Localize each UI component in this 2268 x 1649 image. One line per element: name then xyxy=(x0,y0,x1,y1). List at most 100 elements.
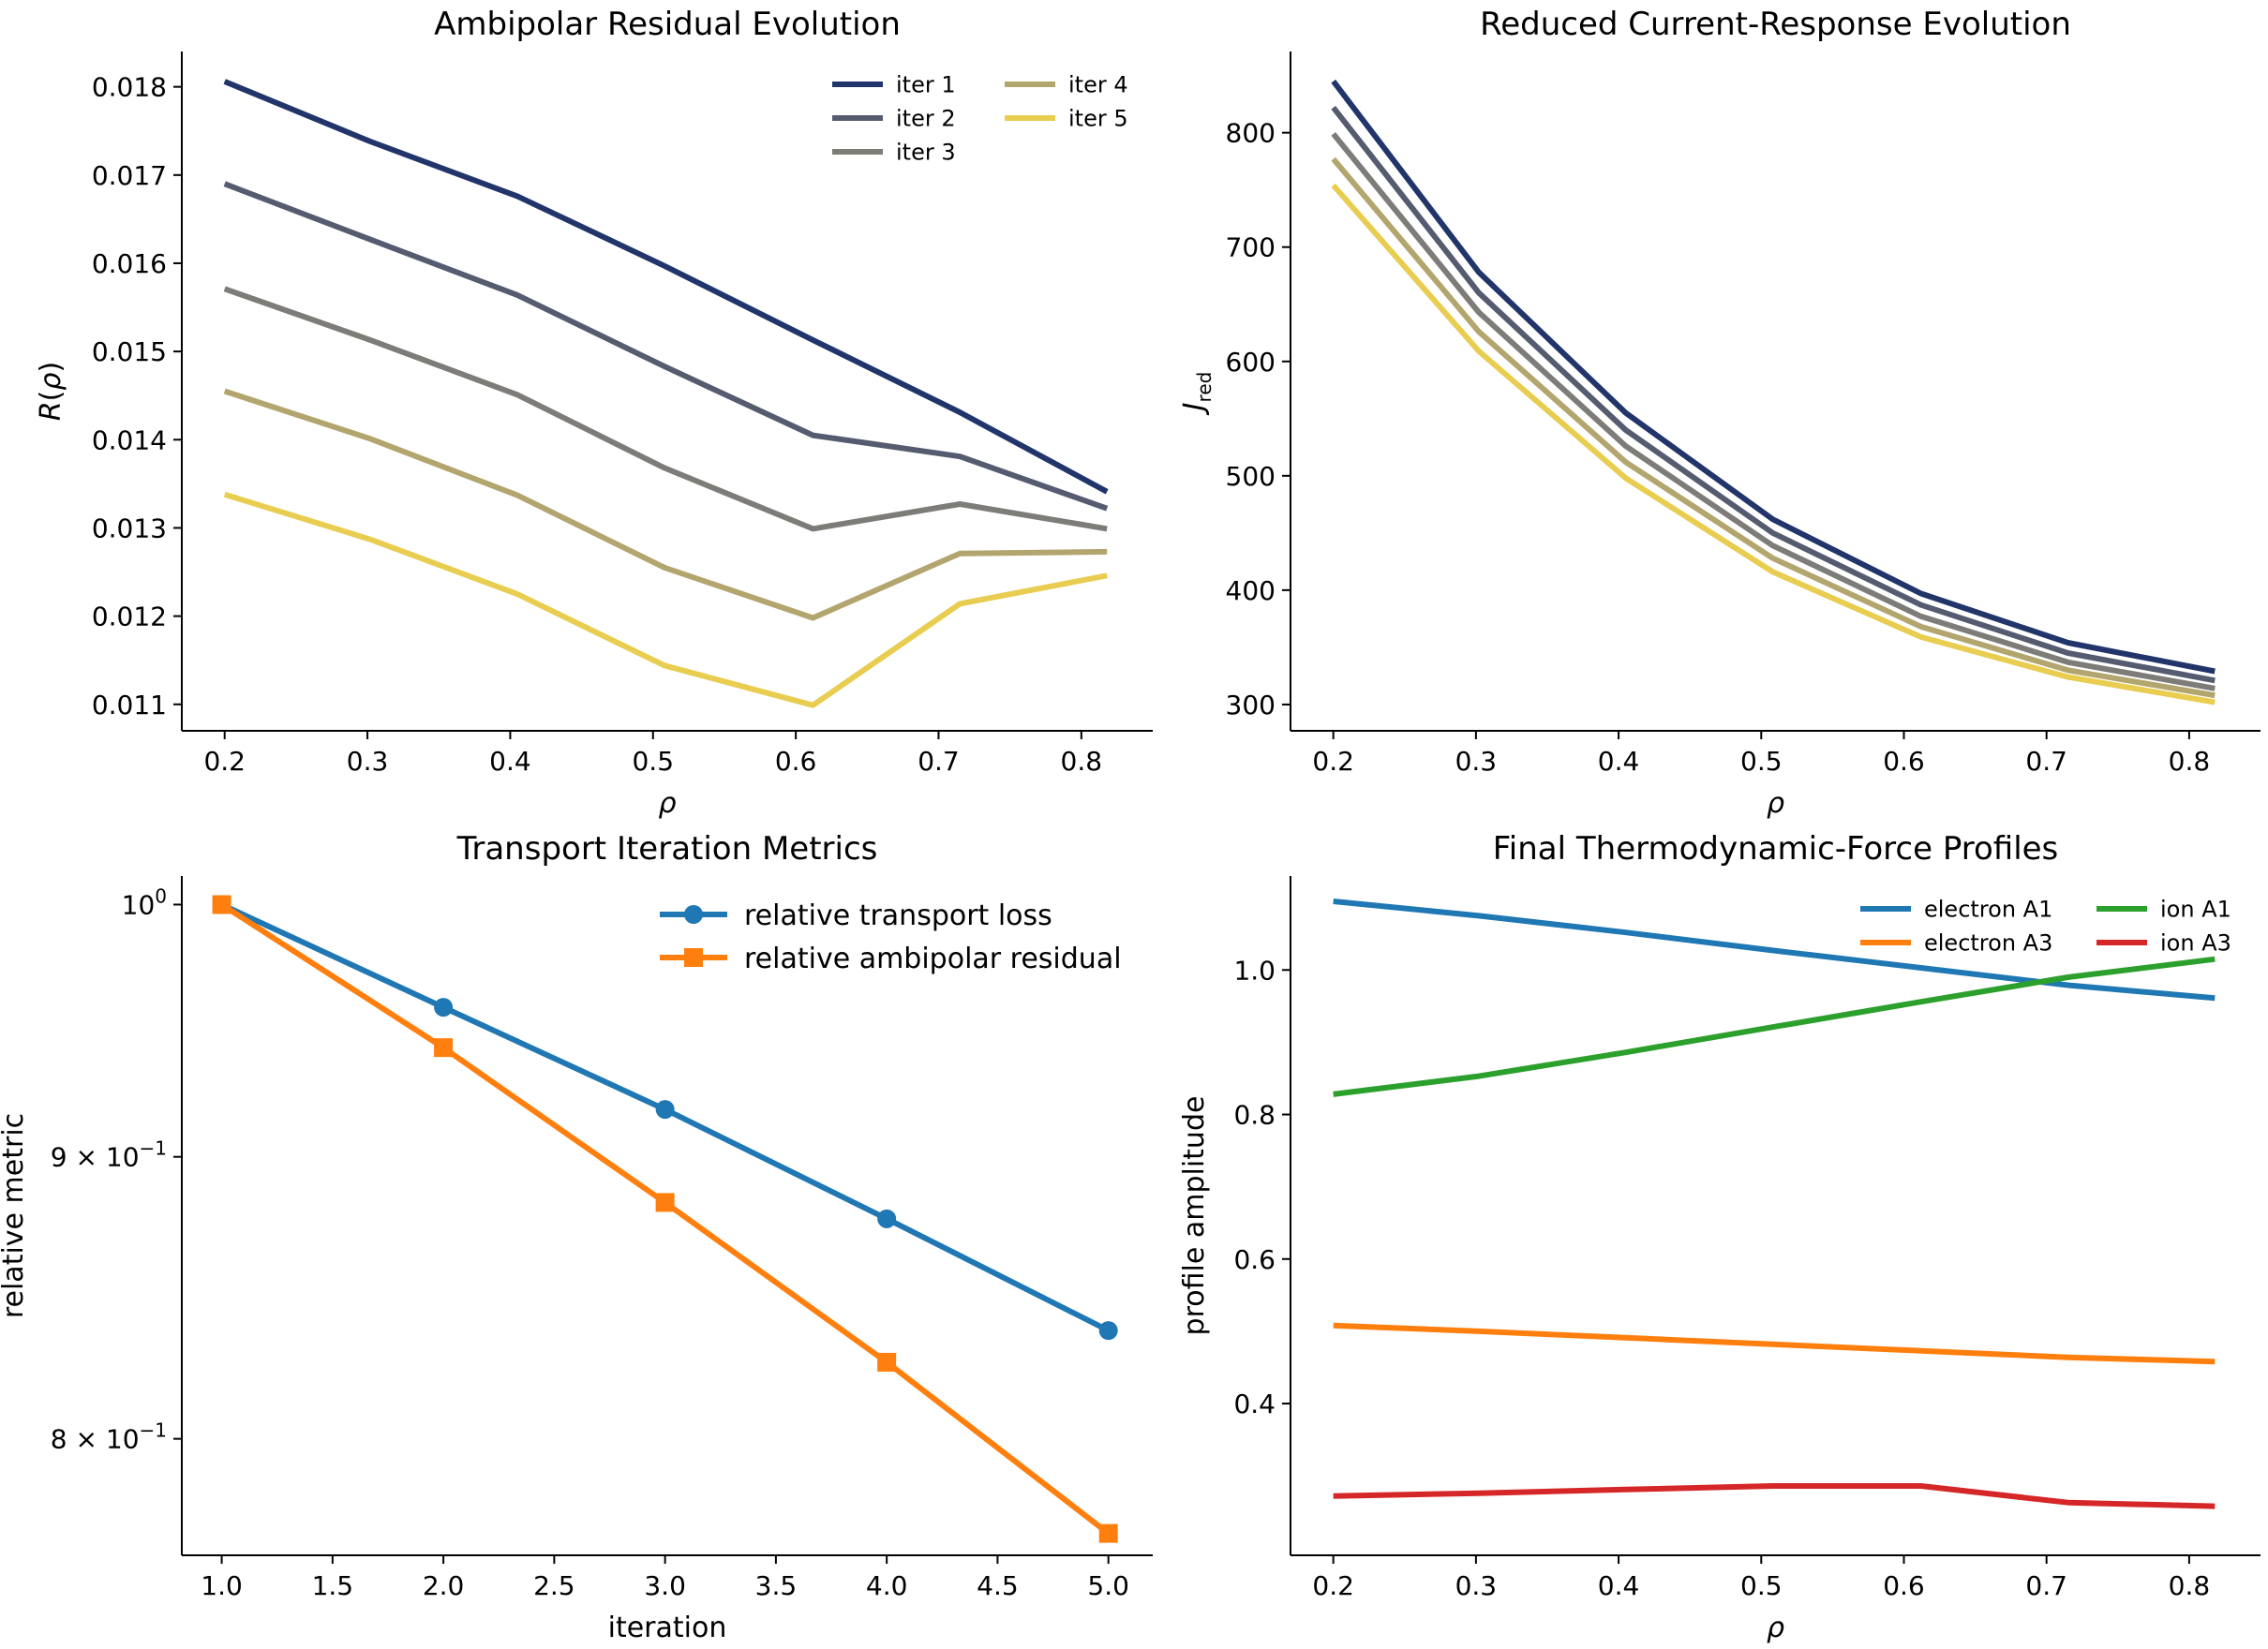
series-line-4 xyxy=(1331,156,2216,699)
series-line-iter-3 xyxy=(223,286,1108,532)
series-line-ion-A1 xyxy=(1333,956,2216,1097)
y-tick-label: 0.014 xyxy=(92,424,167,455)
series-line-1 xyxy=(1331,79,2216,675)
series-line-electron-A1 xyxy=(1333,899,2216,1002)
legend-label: electron A3 xyxy=(1924,930,2052,957)
x-tick-label: 0.3 xyxy=(1455,746,1498,777)
x-tick-label: 0.5 xyxy=(632,746,674,777)
y-tick-label: 100 xyxy=(122,884,167,920)
series-line-5 xyxy=(1331,183,2216,706)
legend-marker xyxy=(684,905,703,924)
series-line-electron-A3 xyxy=(1333,1322,2216,1365)
x-tick-label: 0.8 xyxy=(2169,746,2211,777)
x-tick-label: 0.3 xyxy=(1455,1570,1498,1601)
x-tick-label: 4.0 xyxy=(866,1570,908,1601)
legend-label: iter 5 xyxy=(1068,106,1128,132)
legend-label: relative transport loss xyxy=(744,899,1052,932)
x-tick-label: 5.0 xyxy=(1087,1570,1129,1601)
y-tick-label: 600 xyxy=(1226,347,1276,378)
series-line-2 xyxy=(1331,105,2216,684)
legend: electron A1 electron A3 ion A1 ion A3 xyxy=(1860,897,2231,957)
x-axis-label: ρ xyxy=(658,787,676,820)
y-tick-label: 500 xyxy=(1226,461,1276,492)
x-tick-label: 2.5 xyxy=(533,1570,575,1601)
chart-panel-4: Final Thermodynamic-Force Profiles 0.2 0.3… xyxy=(1178,830,2261,1644)
y-tick-label: 700 xyxy=(1226,232,1276,263)
legend-label: iter 3 xyxy=(896,140,956,166)
y-axis-label: profile amplitude xyxy=(1178,1096,1211,1336)
y-tick-label: 1.0 xyxy=(1233,955,1276,986)
chart-title: Reduced Current-Response Evolution xyxy=(1480,6,2071,43)
y-tick-label: 0.011 xyxy=(92,690,167,721)
x-tick-label: 0.3 xyxy=(347,746,389,777)
x-axis-label: ρ xyxy=(1767,1612,1784,1644)
x-tick-label: 0.2 xyxy=(203,746,246,777)
chart-title: Final Thermodynamic-Force Profiles xyxy=(1493,830,2059,868)
x-tick-label: 0.5 xyxy=(1740,746,1783,777)
chart-panel-2: Reduced Current-Response Evolution 0.2 0.3… xyxy=(1178,6,2261,820)
legend-label: ion A1 xyxy=(2160,897,2231,923)
x-tick-label: 0.6 xyxy=(775,746,817,777)
y-tick-label: 800 xyxy=(1226,118,1276,149)
x-tick-label: 0.2 xyxy=(1312,1570,1354,1601)
chart-panel-1: Ambipolar Residual Evolution 0.2 0.3 0.4 0.5… xyxy=(35,6,1153,820)
chart-title: Ambipolar Residual Evolution xyxy=(434,6,901,43)
chart-title: Transport Iteration Metrics xyxy=(456,830,878,868)
chart-panel-3: Transport Iteration Metrics 1.0 1.5 2.0 2.5 3… xyxy=(0,830,1153,1644)
data-point xyxy=(434,998,454,1018)
data-point xyxy=(877,1352,897,1372)
x-tick-label: 0.6 xyxy=(1883,1570,1925,1601)
x-tick-label: 0.2 xyxy=(1312,746,1354,777)
legend-label: iter 4 xyxy=(1068,72,1128,98)
data-point xyxy=(655,1193,675,1212)
legend: relative transport loss relative ambipola… xyxy=(660,899,1122,975)
series-line-iter-5 xyxy=(223,491,1108,708)
series-line-iter-4 xyxy=(223,388,1108,621)
y-tick-label: 0.4 xyxy=(1233,1389,1276,1419)
data-point xyxy=(1098,1523,1118,1543)
y-tick-label: 0.013 xyxy=(92,513,167,543)
x-tick-label: 3.5 xyxy=(755,1570,798,1601)
y-tick-label: 8 × 10−1 xyxy=(51,1419,167,1455)
legend-marker xyxy=(684,948,703,967)
y-tick-label: 0.017 xyxy=(92,160,167,191)
y-axis-label: R(ρ) xyxy=(35,362,67,421)
x-axis-label: ρ xyxy=(1767,787,1784,820)
series-line-ion-A3 xyxy=(1333,1483,2216,1509)
legend-label: electron A1 xyxy=(1924,897,2052,923)
legend: iter 1 iter 2 iter 3 iter 4 iter 5 xyxy=(832,72,1128,166)
x-tick-label: 0.8 xyxy=(1061,746,1103,777)
x-tick-label: 0.4 xyxy=(1598,1570,1640,1601)
y-axis-label: relative metric xyxy=(0,1113,30,1318)
y-tick-label: 0.018 xyxy=(92,72,167,103)
legend-label: ion A3 xyxy=(2160,930,2231,957)
y-tick-label: 0.012 xyxy=(92,602,167,632)
x-tick-label: 0.7 xyxy=(918,746,960,777)
x-tick-label: 0.7 xyxy=(2025,1570,2067,1601)
data-point xyxy=(1098,1321,1118,1341)
y-tick-label: 300 xyxy=(1226,690,1276,721)
x-tick-label: 1.5 xyxy=(312,1570,354,1601)
legend-label: iter 2 xyxy=(896,106,956,132)
x-tick-label: 0.7 xyxy=(2025,746,2067,777)
data-point xyxy=(655,1100,675,1120)
x-tick-label: 1.0 xyxy=(201,1570,243,1601)
y-tick-label: 0.6 xyxy=(1233,1244,1276,1275)
x-tick-label: 2.0 xyxy=(423,1570,465,1601)
x-tick-label: 0.5 xyxy=(1740,1570,1783,1601)
series-line-iter-1 xyxy=(223,79,1109,495)
y-tick-label: 0.016 xyxy=(92,248,167,279)
data-point xyxy=(212,895,231,914)
y-tick-label: 0.015 xyxy=(92,336,167,367)
x-tick-label: 0.4 xyxy=(1598,746,1640,777)
data-point xyxy=(877,1209,897,1228)
y-tick-label: 9 × 10−1 xyxy=(51,1137,167,1173)
y-tick-label: 0.8 xyxy=(1233,1100,1276,1131)
data-point xyxy=(434,1038,454,1058)
y-tick-label: 400 xyxy=(1226,575,1276,606)
legend-label: relative ambipolar residual xyxy=(744,943,1122,975)
x-tick-label: 0.8 xyxy=(2169,1570,2211,1601)
series-line-iter-2 xyxy=(223,181,1109,512)
